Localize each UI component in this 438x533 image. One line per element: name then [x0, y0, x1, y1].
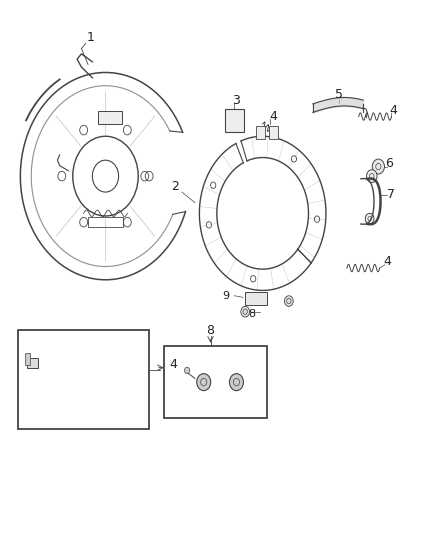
Circle shape: [230, 374, 244, 391]
Text: 4: 4: [390, 104, 398, 117]
Text: 8: 8: [207, 324, 215, 337]
Text: 2: 2: [171, 180, 179, 193]
Bar: [225, 109, 244, 132]
Text: 4: 4: [383, 255, 391, 268]
Circle shape: [257, 294, 265, 303]
Circle shape: [197, 374, 211, 391]
Circle shape: [365, 213, 374, 224]
Circle shape: [99, 114, 106, 122]
Bar: [25, 353, 30, 365]
Text: 5: 5: [335, 88, 343, 101]
Text: 6: 6: [385, 157, 393, 170]
Text: 1: 1: [86, 31, 94, 44]
Text: 9: 9: [222, 290, 229, 301]
Bar: [27, 358, 38, 368]
Bar: [245, 292, 267, 305]
Circle shape: [246, 294, 254, 303]
Text: 8: 8: [248, 309, 255, 319]
Bar: [256, 126, 265, 139]
Circle shape: [241, 306, 250, 317]
Bar: [269, 126, 278, 139]
Circle shape: [285, 296, 293, 306]
Text: 7: 7: [388, 188, 396, 201]
Circle shape: [114, 114, 121, 122]
Circle shape: [184, 367, 190, 374]
Text: 4: 4: [169, 358, 177, 371]
Text: 4: 4: [270, 110, 278, 123]
Bar: [164, 346, 267, 418]
Circle shape: [372, 159, 385, 174]
Bar: [88, 217, 123, 227]
Bar: [98, 111, 122, 124]
Circle shape: [367, 169, 377, 182]
Bar: [18, 330, 149, 429]
Text: 3: 3: [233, 94, 240, 107]
